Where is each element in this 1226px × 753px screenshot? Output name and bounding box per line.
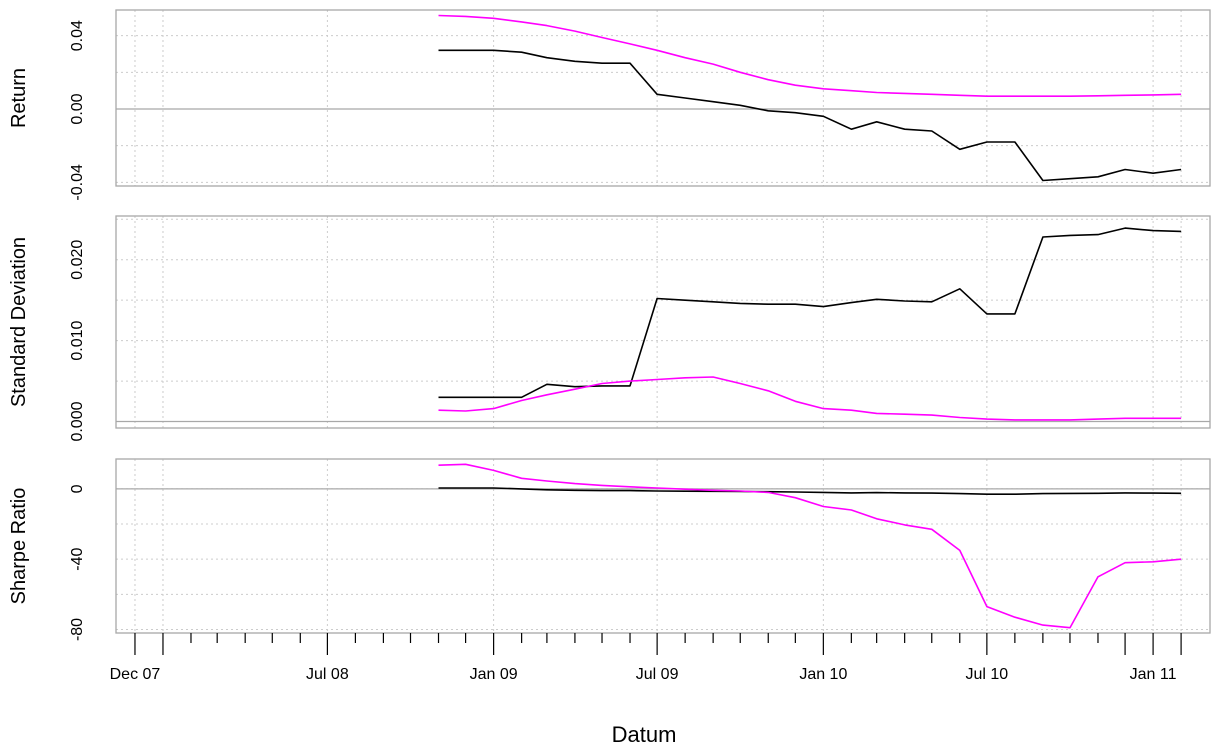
y-tick-label: 0.000 <box>69 401 86 441</box>
chart-panels: -0.04 0.00 0.04 Return 0.000 0.010 0.020 Standa… <box>8 9 1211 641</box>
series-line-1 <box>438 227 1182 399</box>
series-line-1 <box>438 487 1182 496</box>
x-tick-label: Jul 08 <box>306 666 349 683</box>
y-tick-label: 0.00 <box>69 93 86 124</box>
x-tick-label: Jan 10 <box>799 666 847 683</box>
y-tick-label: -0.04 <box>69 164 86 201</box>
panel-frame <box>115 215 1211 429</box>
x-axis: Dec 07 Jul 08 Jan 09 Jul 09 Jan 10 Jul 10 Jan … <box>110 633 1182 683</box>
series-line-2 <box>438 14 1182 97</box>
panel-3: -80 -40 0 Sharpe Ratio <box>8 458 1211 641</box>
series-line-2 <box>438 463 1182 629</box>
y-tick-label: 0.010 <box>69 320 86 360</box>
panel-frame <box>115 9 1211 187</box>
y-tick-label: 0.04 <box>69 20 86 51</box>
x-tick-label: Jul 10 <box>966 666 1009 683</box>
y-tick-label: -40 <box>69 548 86 571</box>
x-tick-label: Jan 11 <box>1130 666 1177 683</box>
series-line-2 <box>438 376 1182 421</box>
panel-y-label: Sharpe Ratio <box>8 488 30 605</box>
y-tick-label: -80 <box>69 618 86 641</box>
panel-y-label: Return <box>8 68 30 128</box>
panel-frame <box>115 458 1211 634</box>
x-axis-title: Datum <box>612 722 677 747</box>
x-tick-label: Jan 09 <box>470 666 518 683</box>
series-line-1 <box>438 49 1182 182</box>
x-tick-label: Jul 09 <box>636 666 679 683</box>
panel-2: 0.000 0.010 0.020 Standard Deviation <box>8 215 1211 442</box>
y-tick-label: 0.020 <box>69 240 86 280</box>
panel-y-label: Standard Deviation <box>8 237 30 407</box>
y-tick-label: 0 <box>69 484 86 493</box>
panel-1: -0.04 0.00 0.04 Return <box>8 9 1211 201</box>
x-tick-label: Dec 07 <box>110 666 161 683</box>
